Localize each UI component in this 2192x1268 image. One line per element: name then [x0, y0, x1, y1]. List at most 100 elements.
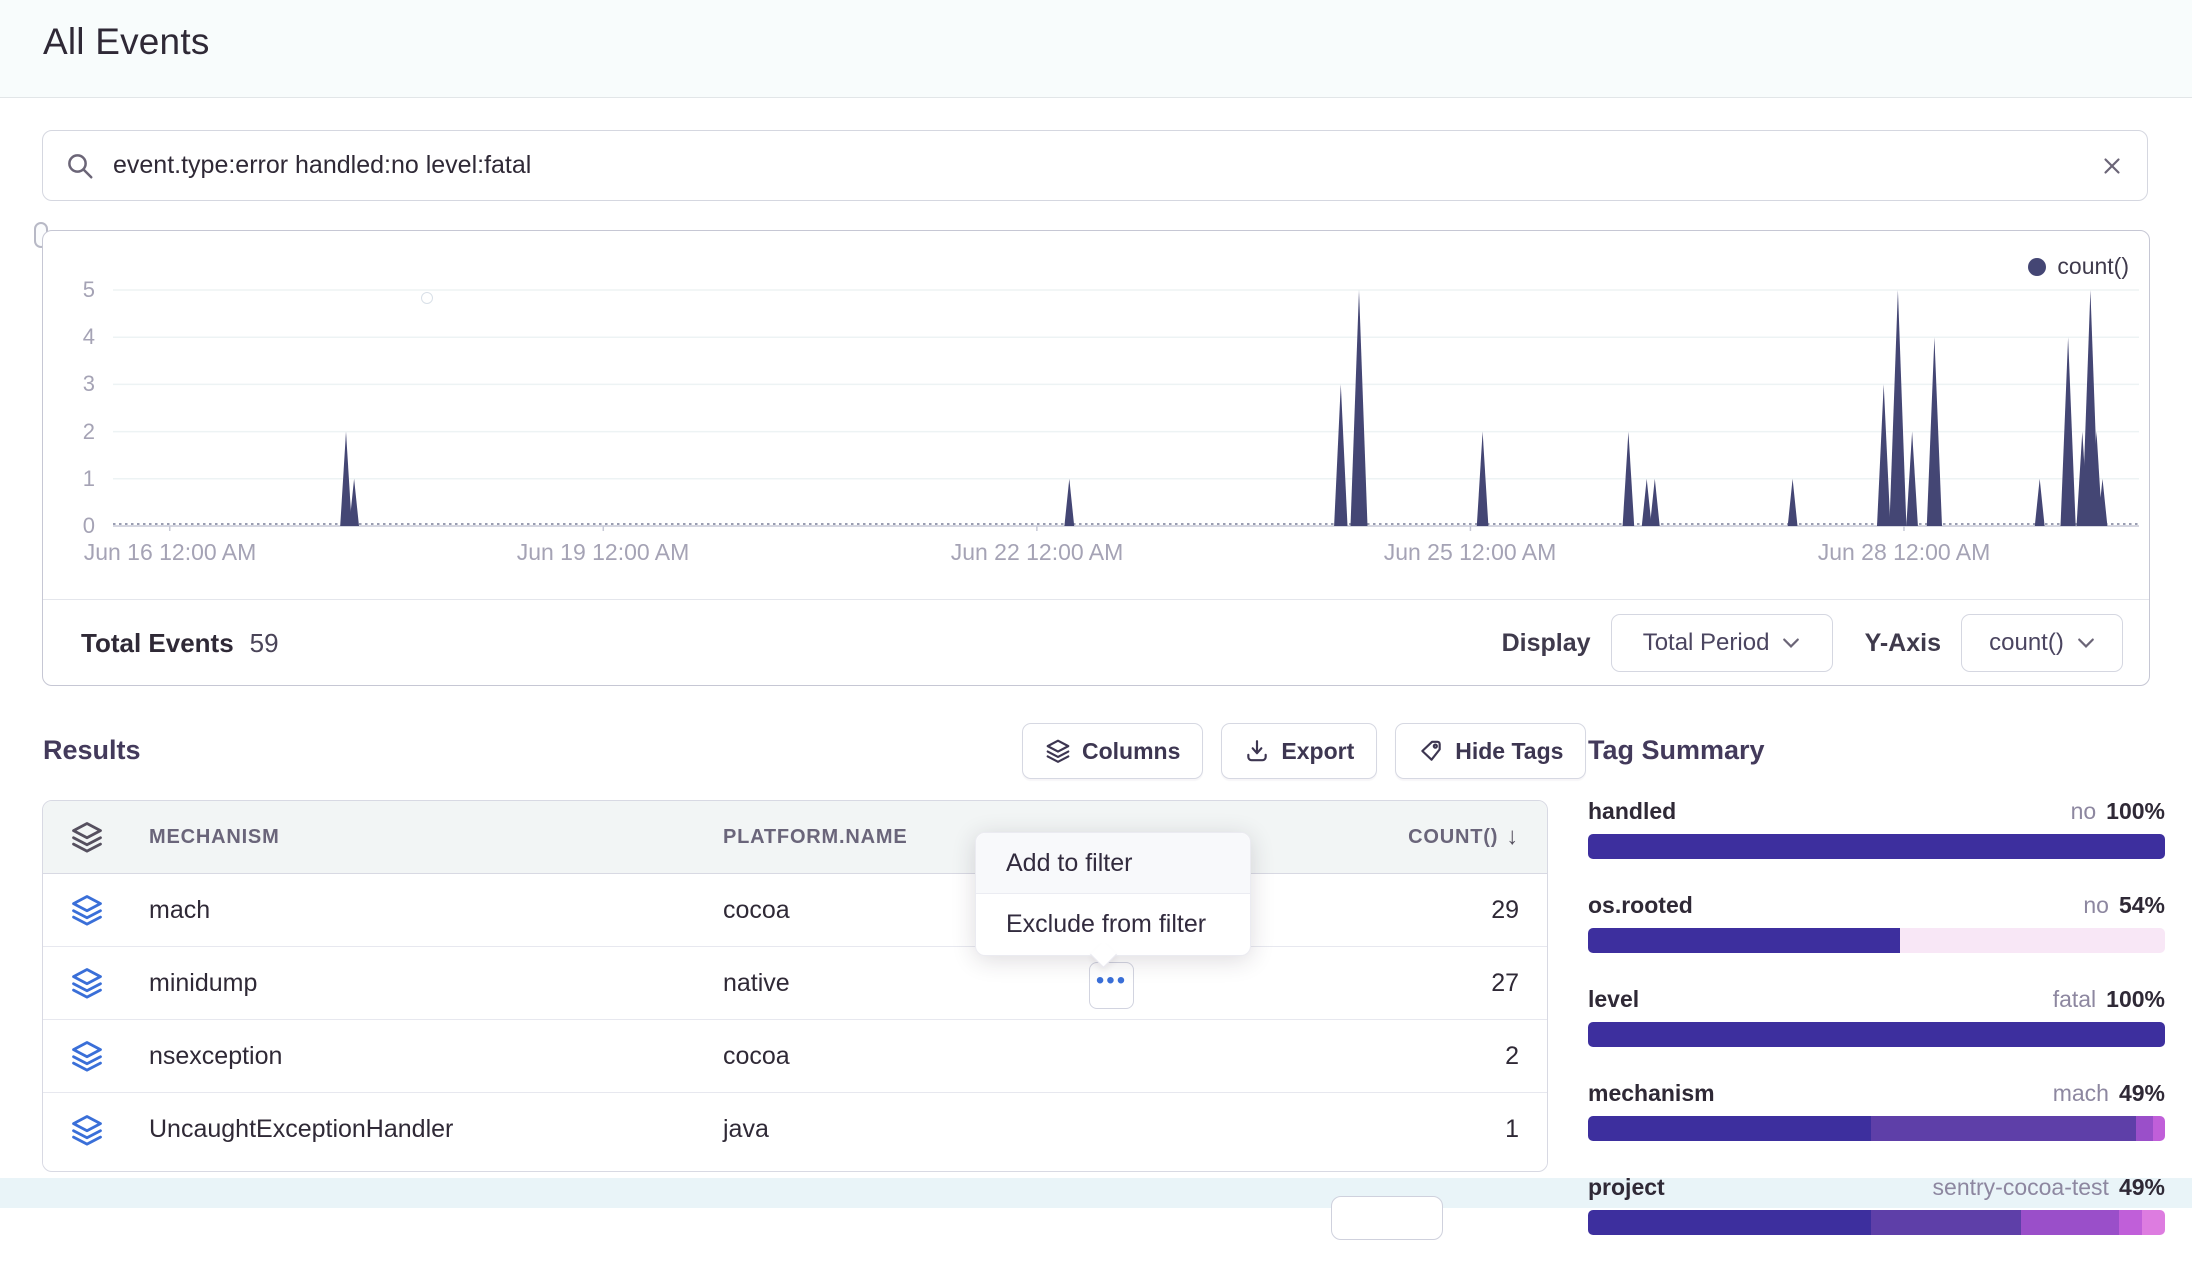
- tag-name: level: [1588, 986, 1640, 1012]
- column-header-count[interactable]: COUNT() ↓: [1408, 823, 1519, 850]
- column-header-platform[interactable]: PLATFORM.NAME: [723, 825, 908, 848]
- table-row[interactable]: mach cocoa 29: [43, 874, 1547, 947]
- results-toolbar: Columns Export Hide Tags: [1022, 723, 1587, 779]
- chart-spike: [2097, 478, 2108, 526]
- chart-spike: [1889, 290, 1907, 526]
- tag-summary-heading: Tag Summary: [1588, 735, 1765, 765]
- tag-distribution-bar[interactable]: [1588, 1022, 2165, 1047]
- cell-count[interactable]: 1: [1505, 1115, 1519, 1143]
- search-bar[interactable]: [42, 130, 2148, 201]
- display-dropdown[interactable]: Total Period: [1610, 614, 1833, 672]
- chart-footer-divider: [43, 599, 2149, 600]
- row-actions-button[interactable]: •••: [1089, 962, 1134, 1009]
- search-icon: [65, 151, 95, 181]
- display-dropdown-value: Total Period: [1642, 629, 1770, 656]
- cell-platform[interactable]: java: [723, 1115, 769, 1143]
- chart-spike: [2034, 478, 2045, 526]
- cell-mechanism[interactable]: mach: [149, 895, 211, 924]
- pagination-button[interactable]: [1331, 1196, 1443, 1240]
- y-axis-tick-label: 4: [82, 324, 95, 349]
- cell-mechanism[interactable]: minidump: [149, 968, 258, 997]
- cell-count[interactable]: 2: [1505, 1041, 1519, 1070]
- tag-distribution-bar[interactable]: [1588, 1210, 2165, 1235]
- tag-bar-segment: [2153, 1116, 2165, 1141]
- table-row[interactable]: minidump native 27: [43, 947, 1547, 1020]
- display-label: Display: [1501, 628, 1591, 657]
- y-axis-label: Y-Axis: [1864, 628, 1941, 657]
- tag-distribution-bar[interactable]: [1588, 1116, 2165, 1141]
- cell-platform[interactable]: cocoa: [723, 1041, 790, 1070]
- tag-distribution-bar[interactable]: [1588, 928, 2165, 953]
- results-table: MECHANISM PLATFORM.NAME COUNT() ↓ mach c…: [42, 800, 1548, 1172]
- tag-bar-segment: [1870, 1210, 2021, 1235]
- layers-icon: [72, 1041, 102, 1072]
- chevron-down-icon: [1783, 638, 1800, 648]
- tag-top-value: mach: [2052, 1080, 2109, 1106]
- columns-button-label: Columns: [1082, 737, 1181, 764]
- columns-button[interactable]: Columns: [1022, 723, 1204, 779]
- layers-icon: [72, 968, 102, 999]
- chart-spike: [1334, 384, 1348, 526]
- tag-top-percent: 100%: [2106, 798, 2165, 824]
- tag-bar-segment: [1588, 1116, 1871, 1141]
- menu-item-add-to-filter[interactable]: Add to filter: [976, 833, 1250, 894]
- chart-spike: [2090, 431, 2103, 526]
- results-heading: Results: [43, 735, 141, 765]
- row-icon-cell: [43, 1113, 131, 1147]
- export-button-label: Export: [1281, 737, 1355, 764]
- cell-platform[interactable]: cocoa: [723, 895, 790, 924]
- y-axis-tick-label: 1: [82, 466, 95, 491]
- chart-footer: Total Events 59 Display Total Period Y-A…: [43, 600, 2149, 686]
- row-icon-cell: [43, 1039, 131, 1073]
- page-bottom-strip: [0, 1178, 2192, 1208]
- chart-legend[interactable]: count(): [2028, 253, 2129, 280]
- chart-x-axis-labels: Jun 16 12:00 AM Jun 19 12:00 AM Jun 22 12:…: [84, 539, 2139, 573]
- y-axis-tick-label: 2: [82, 419, 95, 444]
- table-row[interactable]: UncaughtExceptionHandler java 1: [43, 1093, 1547, 1166]
- table-row[interactable]: nsexception cocoa 2: [43, 1020, 1547, 1093]
- clear-search-icon[interactable]: [2099, 153, 2125, 179]
- events-chart-plot: [113, 231, 2139, 531]
- tag-bar-segment: [1870, 1116, 2137, 1141]
- tag-item-handled: handled no 100%: [1588, 798, 2165, 859]
- cell-count[interactable]: 29: [1491, 895, 1519, 924]
- y-axis-dropdown[interactable]: count(): [1961, 614, 2123, 672]
- layers-icon: [1046, 739, 1070, 763]
- menu-item-exclude-from-filter[interactable]: Exclude from filter: [1006, 910, 1207, 938]
- tag-bar-segment: [1588, 1210, 1871, 1235]
- chart-spike: [1641, 478, 1652, 526]
- chart-spike: [1350, 290, 1368, 526]
- export-button[interactable]: Export: [1221, 723, 1378, 779]
- x-axis-tick-label: Jun 28 12:00 AM: [1817, 539, 1991, 565]
- x-axis-tick-label: Jun 16 12:00 AM: [83, 539, 257, 565]
- cell-context-menu: Add to filter Exclude from filter: [975, 832, 1251, 968]
- tag-bar-segment: [1899, 928, 2165, 953]
- tag-list: handled no 100% os.rooted no 54% level: [1588, 798, 2165, 1235]
- tag-distribution-bar[interactable]: [1588, 834, 2165, 859]
- y-axis-dropdown-value: count(): [1989, 629, 2064, 656]
- row-icon-cell: [43, 966, 131, 1000]
- x-axis-tick-label: Jun 22 12:00 AM: [950, 539, 1124, 565]
- y-axis-tick-label: 5: [82, 277, 95, 302]
- hide-tags-button-label: Hide Tags: [1455, 737, 1564, 764]
- column-header-mechanism[interactable]: MECHANISM: [149, 825, 280, 848]
- tag-top-percent: 54%: [2118, 892, 2165, 918]
- legend-series-label: count(): [2057, 253, 2129, 279]
- tag-label-row: handled no 100%: [1588, 798, 2165, 825]
- chevron-down-icon: [2077, 638, 2094, 648]
- chart-spike: [1622, 431, 1635, 526]
- tag-name: os.rooted: [1588, 892, 1693, 918]
- layers-icon: [72, 895, 102, 926]
- total-events-value: 59: [249, 627, 279, 658]
- cell-count[interactable]: 27: [1491, 968, 1519, 997]
- cell-mechanism[interactable]: nsexception: [149, 1041, 283, 1070]
- tag-top-value: sentry-cocoa-test: [1932, 1174, 2109, 1200]
- hide-tags-button[interactable]: Hide Tags: [1395, 723, 1587, 779]
- tag-item-mechanism: mechanism mach 49%: [1588, 1080, 2165, 1141]
- download-icon: [1247, 740, 1268, 762]
- events-chart-panel: count() 0 1 2 3 4 5 Jun 16 12:00 AM Jun 19 12:…: [42, 230, 2150, 686]
- cell-platform[interactable]: native: [723, 968, 790, 997]
- tag-item-os.rooted: os.rooted no 54%: [1588, 892, 2165, 953]
- search-input[interactable]: [111, 150, 2099, 181]
- cell-mechanism[interactable]: UncaughtExceptionHandler: [149, 1115, 454, 1143]
